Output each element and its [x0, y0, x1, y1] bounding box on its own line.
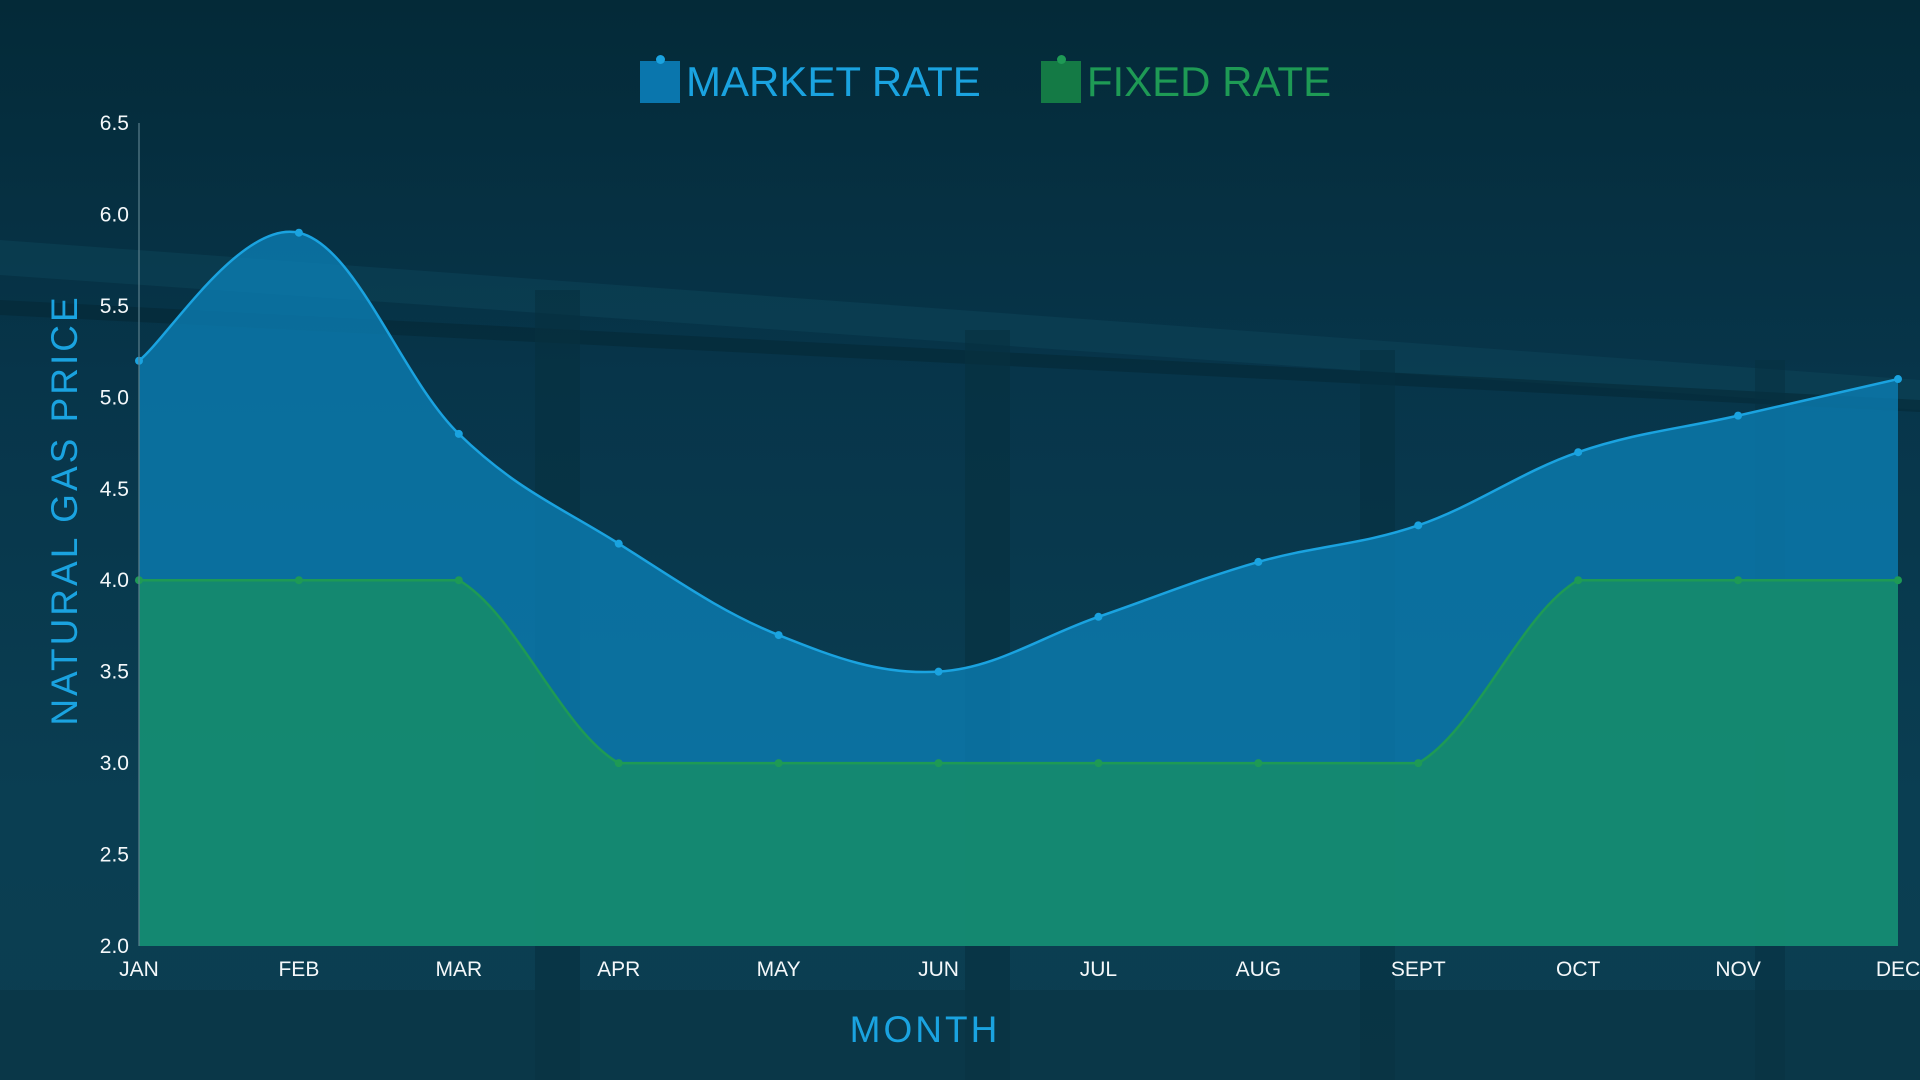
point-fixed-rate-aug[interactable] [1254, 759, 1263, 768]
point-market-rate-jul[interactable] [1094, 612, 1103, 621]
point-fixed-rate-oct[interactable] [1574, 576, 1583, 585]
point-fixed-rate-may[interactable] [774, 759, 783, 768]
point-fixed-rate-apr[interactable] [614, 759, 623, 768]
x-tick-label: JUL [1080, 958, 1117, 981]
legend-swatch-fixed-rate [1040, 55, 1081, 103]
y-tick-label: 6.0 [100, 203, 129, 226]
x-tick-label: JAN [119, 958, 159, 981]
x-tick-label: JUN [918, 958, 959, 981]
point-market-rate-jun[interactable] [934, 667, 943, 676]
point-fixed-rate-jun[interactable] [934, 759, 943, 768]
y-axis-ticks: 2.0 2.5 3.0 3.5 4.0 4.5 5.0 5.5 6.0 6.5 [100, 112, 129, 958]
y-tick-label: 5.0 [100, 386, 129, 409]
x-tick-label: MAR [435, 958, 482, 981]
legend-label-fixed-rate: FIXED RATE [1086, 58, 1332, 105]
point-market-rate-sept[interactable] [1414, 521, 1423, 530]
legend-item-market-rate[interactable]: MARKET RATE [640, 55, 981, 106]
legend-swatch-market-rate [640, 55, 680, 103]
y-tick-label: 3.5 [100, 661, 129, 684]
x-axis-ticks: JAN FEB MAR APR MAY JUN JUL AUG SEPT OCT NOV DEC [119, 958, 1920, 981]
y-tick-label: 6.5 [100, 112, 129, 135]
y-axis-title: NATURAL GAS PRICE [44, 294, 85, 725]
point-fixed-rate-sept[interactable] [1414, 759, 1423, 768]
y-tick-label: 4.0 [100, 569, 129, 592]
point-fixed-rate-nov[interactable] [1734, 576, 1743, 585]
point-fixed-rate-dec[interactable] [1894, 576, 1902, 585]
legend-label-market-rate: MARKET RATE [686, 58, 981, 105]
point-market-rate-mar[interactable] [454, 429, 463, 438]
x-tick-label: NOV [1715, 958, 1761, 981]
point-market-rate-oct[interactable] [1574, 448, 1583, 457]
y-tick-label: 3.0 [100, 752, 129, 775]
point-fixed-rate-mar[interactable] [454, 576, 463, 585]
point-market-rate-feb[interactable] [294, 228, 303, 237]
legend: MARKET RATE FIXED RATE [640, 55, 1332, 106]
x-tick-label: DEC [1876, 958, 1920, 981]
point-market-rate-aug[interactable] [1254, 557, 1263, 566]
x-tick-label: SEPT [1391, 958, 1446, 981]
point-market-rate-may[interactable] [774, 631, 783, 640]
x-tick-label: AUG [1236, 958, 1282, 981]
x-tick-label: FEB [278, 958, 319, 981]
plot-area [135, 228, 1902, 947]
y-tick-label: 5.5 [100, 295, 129, 318]
x-tick-label: OCT [1556, 958, 1601, 981]
x-tick-label: APR [597, 958, 640, 981]
point-market-rate-nov[interactable] [1734, 411, 1743, 420]
x-tick-label: MAY [757, 958, 801, 981]
point-fixed-rate-jul[interactable] [1094, 759, 1103, 768]
y-tick-label: 4.5 [100, 478, 129, 501]
y-tick-label: 2.0 [100, 935, 129, 958]
x-axis-title: MONTH [850, 1009, 1001, 1050]
point-market-rate-dec[interactable] [1894, 375, 1902, 384]
legend-item-fixed-rate[interactable]: FIXED RATE [1040, 55, 1332, 106]
point-market-rate-apr[interactable] [614, 539, 623, 548]
y-tick-label: 2.5 [100, 844, 129, 867]
point-fixed-rate-feb[interactable] [294, 576, 303, 585]
